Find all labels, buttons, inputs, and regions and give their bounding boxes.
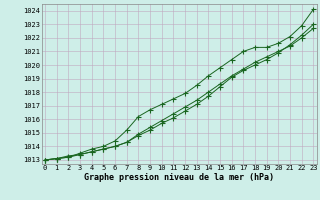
X-axis label: Graphe pression niveau de la mer (hPa): Graphe pression niveau de la mer (hPa) (84, 173, 274, 182)
